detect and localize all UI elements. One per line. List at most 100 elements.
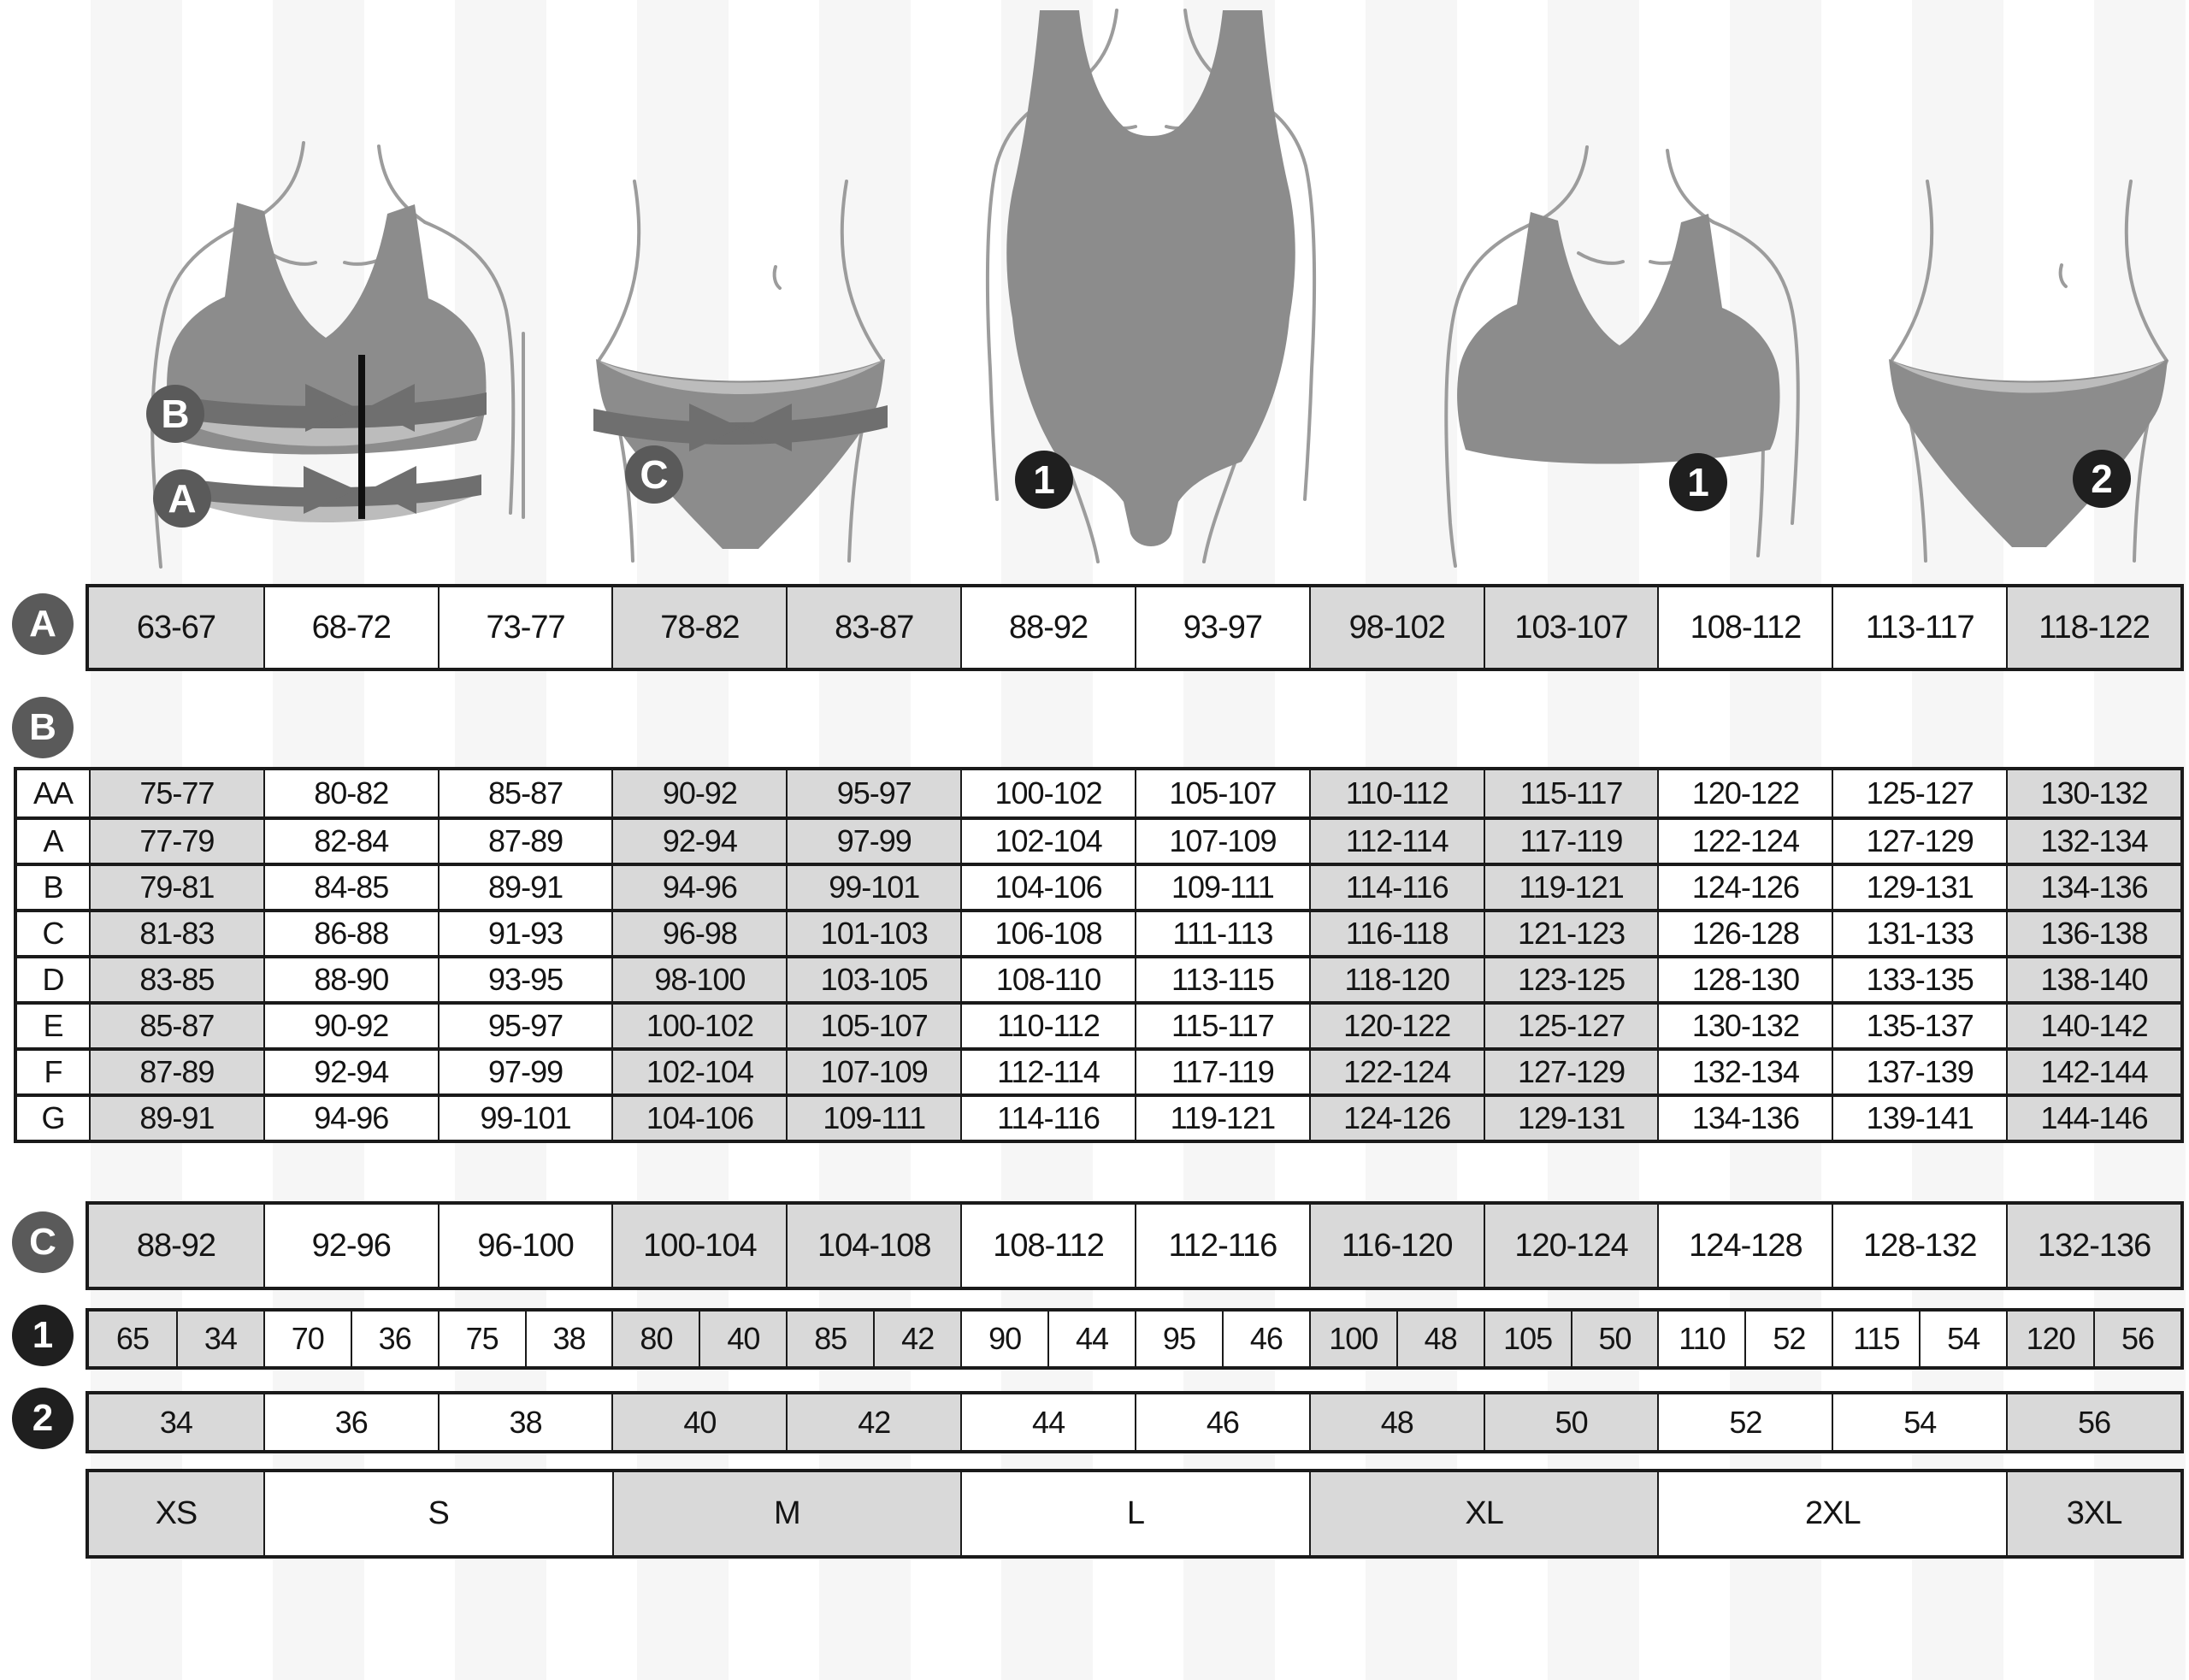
- bust-cell: 105-107: [1134, 770, 1309, 816]
- bust-cell: 133-135: [1832, 955, 2007, 1001]
- cup-row-label: G: [17, 1093, 89, 1140]
- bust-cell: 122-124: [1308, 1047, 1484, 1093]
- hips-table: 88-92 92-96 96-100 100-104 104-108 108-112 112…: [86, 1201, 2184, 1290]
- bust-cell: 115-117: [1134, 1001, 1309, 1047]
- bra-shape: [1457, 212, 1780, 464]
- international-size-table: XS S M L XL 2XL 3XL: [86, 1469, 2184, 1559]
- bra-size-cell: 115: [1832, 1312, 1920, 1366]
- underbust-cell: 113-117: [1832, 587, 2007, 668]
- bust-cell: 92-94: [263, 1047, 438, 1093]
- bust-cell: 122-124: [1657, 816, 1832, 863]
- bust-cell: 110-112: [1308, 770, 1484, 816]
- bust-cell: 90-92: [263, 1001, 438, 1047]
- bust-cell: 107-109: [786, 1047, 961, 1093]
- intl-size-cell: L: [960, 1472, 1309, 1555]
- bust-cell: 89-91: [89, 1093, 263, 1140]
- bra-size-cell: 85: [786, 1312, 874, 1366]
- bust-cell: 112-114: [1308, 816, 1484, 863]
- brief-size-cell: 56: [2006, 1394, 2180, 1450]
- bust-section-badge: B: [12, 697, 74, 758]
- intl-size-cell: M: [611, 1472, 961, 1555]
- bust-cell: 104-106: [611, 1093, 787, 1140]
- bra-size-cell: 50: [1570, 1312, 1658, 1366]
- bust-cell: 95-97: [786, 770, 961, 816]
- bust-cell: 132-134: [2006, 816, 2180, 863]
- bust-cell: 82-84: [263, 816, 438, 863]
- bra-size-cell: 70: [263, 1312, 351, 1366]
- svg-text:1: 1: [1687, 460, 1709, 504]
- cup-row-label: C: [17, 909, 89, 955]
- bust-cell: 129-131: [1832, 863, 2007, 909]
- brief-size-cell: 50: [1483, 1394, 1658, 1450]
- bust-cell: 118-120: [1308, 955, 1484, 1001]
- svg-text:1: 1: [1033, 457, 1055, 502]
- bra-size-cell: 48: [1395, 1312, 1484, 1366]
- hips-cell: 132-136: [2006, 1205, 2180, 1287]
- bust-cell: 114-116: [960, 1093, 1135, 1140]
- brief-size-circle-badge: 2: [2073, 450, 2131, 508]
- brief-size-table: 34 36 38 40 42 44 46 48 50 52 54 56: [86, 1391, 2184, 1453]
- hips-cell: 100-104: [611, 1205, 787, 1287]
- bust-cell: 132-134: [1657, 1047, 1832, 1093]
- intl-size-cell: 2XL: [1657, 1472, 2007, 1555]
- underbust-cell: 108-112: [1657, 587, 1832, 668]
- bust-cell: 102-104: [960, 816, 1135, 863]
- svg-text:B: B: [161, 392, 189, 436]
- bust-cell: 108-110: [960, 955, 1135, 1001]
- bra-size-row-badge: 1: [12, 1305, 74, 1366]
- bust-cell: 106-108: [960, 909, 1135, 955]
- bust-cell: 130-132: [1657, 1001, 1832, 1047]
- bust-cell: 100-102: [611, 1001, 787, 1047]
- hips-measure-band: [593, 405, 888, 445]
- arrow-right-icon: [304, 466, 357, 514]
- hips-cell: 112-116: [1134, 1205, 1309, 1287]
- bra-size-cell: 80: [611, 1312, 699, 1366]
- bust-cell: 111-113: [1134, 909, 1309, 955]
- bust-cell: 88-90: [263, 955, 438, 1001]
- bust-cell: 80-82: [263, 770, 438, 816]
- bust-cell: 97-99: [786, 816, 961, 863]
- brief-shape: [596, 359, 885, 549]
- bust-cell: 84-85: [263, 863, 438, 909]
- underbust-cell: 98-102: [1308, 587, 1484, 668]
- bra-size-cell: 34: [175, 1312, 263, 1366]
- bust-cell: 137-139: [1832, 1047, 2007, 1093]
- intl-size-cell: XS: [89, 1472, 263, 1555]
- bra-size-table: 65 34 70 36 75 38 80 40 85 42 90 44 95 46 100 48 105 50 11…: [86, 1308, 2184, 1370]
- bra-size-cell: 100: [1308, 1312, 1396, 1366]
- intl-size-cell: 3XL: [2006, 1472, 2180, 1555]
- bust-cell: 131-133: [1832, 909, 2007, 955]
- bust-cell: 95-97: [437, 1001, 612, 1047]
- underbust-cell: 88-92: [960, 587, 1135, 668]
- bra-size-cell: 56: [2093, 1312, 2180, 1366]
- bust-cell: 91-93: [437, 909, 612, 955]
- bust-cell: 129-131: [1483, 1093, 1658, 1140]
- bust-cell: 138-140: [2006, 955, 2180, 1001]
- arrow-right-icon: [689, 404, 740, 451]
- bra-size-circle-badge: 1: [1669, 453, 1727, 511]
- bust-cell: 116-118: [1308, 909, 1484, 955]
- bust-cell: 125-127: [1832, 770, 2007, 816]
- bust-cell: 96-98: [611, 909, 787, 955]
- bra-size-cell: 95: [1134, 1312, 1222, 1366]
- arrow-left-icon: [367, 384, 415, 432]
- bust-cell: 89-91: [437, 863, 612, 909]
- bust-cell: 115-117: [1483, 770, 1658, 816]
- hips-cell: 120-124: [1483, 1205, 1658, 1287]
- brief-size-cell: 48: [1308, 1394, 1484, 1450]
- bust-cell: 83-85: [89, 955, 263, 1001]
- hips-cell: 128-132: [1832, 1205, 2007, 1287]
- bust-cell: 144-146: [2006, 1093, 2180, 1140]
- bust-cell: 127-129: [1483, 1047, 1658, 1093]
- brief-size-cell: 52: [1657, 1394, 1832, 1450]
- bust-cell: 125-127: [1483, 1001, 1658, 1047]
- underbust-cell: 93-97: [1134, 587, 1309, 668]
- bust-cell: 114-116: [1308, 863, 1484, 909]
- bust-cell: 120-122: [1657, 770, 1832, 816]
- bra-size-cell: 42: [873, 1312, 961, 1366]
- bra-size-cell: 46: [1221, 1312, 1309, 1366]
- bust-cell: 101-103: [786, 909, 961, 955]
- bust-cell: 94-96: [263, 1093, 438, 1140]
- bust-cell: 90-92: [611, 770, 787, 816]
- underbust-cell: 83-87: [786, 587, 961, 668]
